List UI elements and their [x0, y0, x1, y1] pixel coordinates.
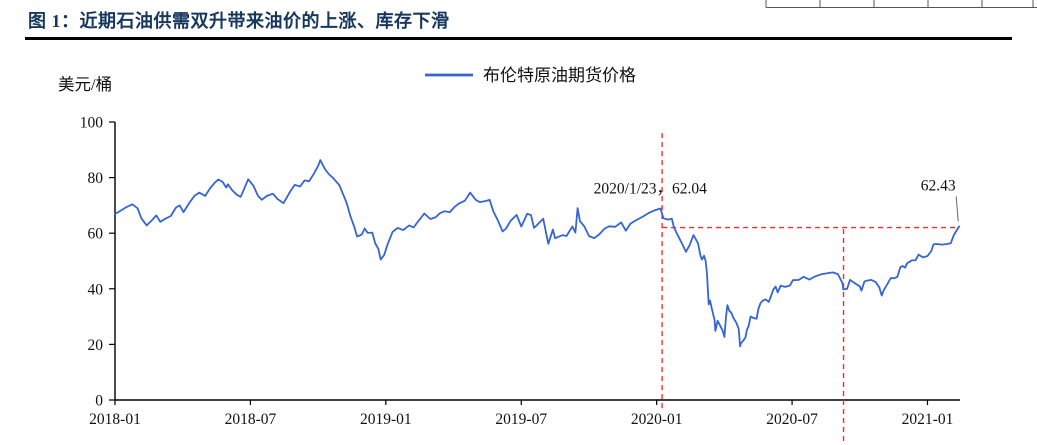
x-tick-label: 2019-07 [495, 411, 547, 428]
y-tick-label: 20 [88, 337, 104, 354]
title-divider [25, 37, 1012, 40]
y-axis-unit-label: 美元/桶 [58, 75, 112, 94]
x-tick-label: 2021-01 [902, 411, 954, 428]
y-tick-label: 40 [88, 281, 104, 298]
y-tick-label: 80 [88, 170, 104, 187]
legend-label: 布伦特原油期货价格 [483, 66, 636, 85]
annotation-leader-line [955, 196, 959, 222]
x-tick-label: 2020-07 [766, 411, 818, 428]
y-tick-label: 60 [88, 226, 104, 243]
y-tick-label: 0 [95, 393, 103, 410]
y-tick-label: 100 [80, 115, 104, 132]
x-tick-label: 2020-01 [631, 411, 683, 428]
x-tick-label: 2019-01 [360, 411, 412, 428]
x-tick-label: 2018-07 [225, 411, 277, 428]
price-line [114, 159, 961, 348]
annotation-label: 2020/1/23，62.04 [594, 181, 707, 198]
x-tick-label: 2018-01 [89, 411, 141, 428]
figure-title: 图 1：近期石油供需双升带来油价的上涨、库存下滑 [28, 11, 450, 31]
annotation-label: 62.43 [921, 177, 956, 194]
